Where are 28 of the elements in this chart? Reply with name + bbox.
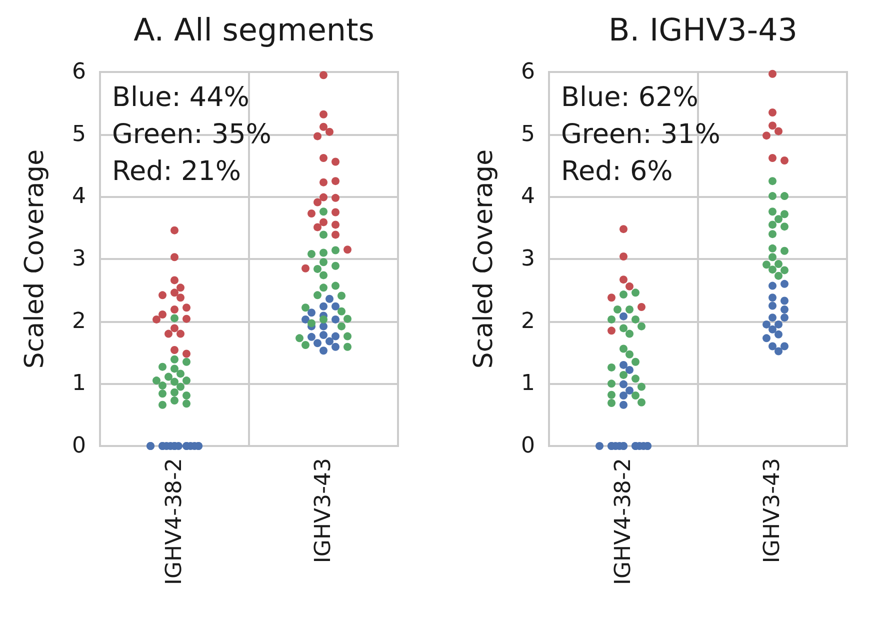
y-tick-label: 3 (72, 246, 86, 272)
y-tick-label: 0 (521, 434, 535, 458)
y-tick-label: 0 (72, 434, 86, 458)
y-tick-label: 4 (72, 184, 86, 210)
y-tick-label: 1 (521, 371, 535, 396)
y-tick-label: 5 (521, 122, 535, 147)
x-tick-label: IGHV3-43 (311, 458, 336, 564)
y-tick-label: 1 (72, 371, 86, 396)
y-tick-label: 2 (72, 308, 86, 334)
x-tick-label: IGHV3-43 (760, 458, 785, 564)
annotation: Blue: 44% (112, 82, 250, 113)
y-tick-label: 6 (72, 60, 86, 84)
y-axis-title: Scaled Coverage (20, 149, 50, 369)
y-tick-label: 2 (521, 308, 535, 334)
annotation: Red: 21% (112, 156, 241, 187)
chart-title: B. IGHV3-43 (608, 12, 798, 48)
y-tick-label: 4 (521, 184, 535, 210)
chart-title: A. All segments (134, 12, 374, 48)
x-tick-label: IGHV4-38-2 (611, 458, 636, 585)
x-tick-label: IGHV4-38-2 (162, 458, 187, 585)
y-tick-label: 3 (521, 246, 535, 272)
y-tick-label: 6 (521, 60, 535, 84)
annotation: Blue: 62% (561, 82, 698, 113)
y-tick-label: 5 (72, 122, 86, 147)
annotation: Red: 6% (561, 156, 673, 187)
annotation: Green: 35% (112, 119, 272, 150)
annotation: Green: 31% (561, 119, 720, 150)
y-axis-title: Scaled Coverage (469, 149, 499, 369)
